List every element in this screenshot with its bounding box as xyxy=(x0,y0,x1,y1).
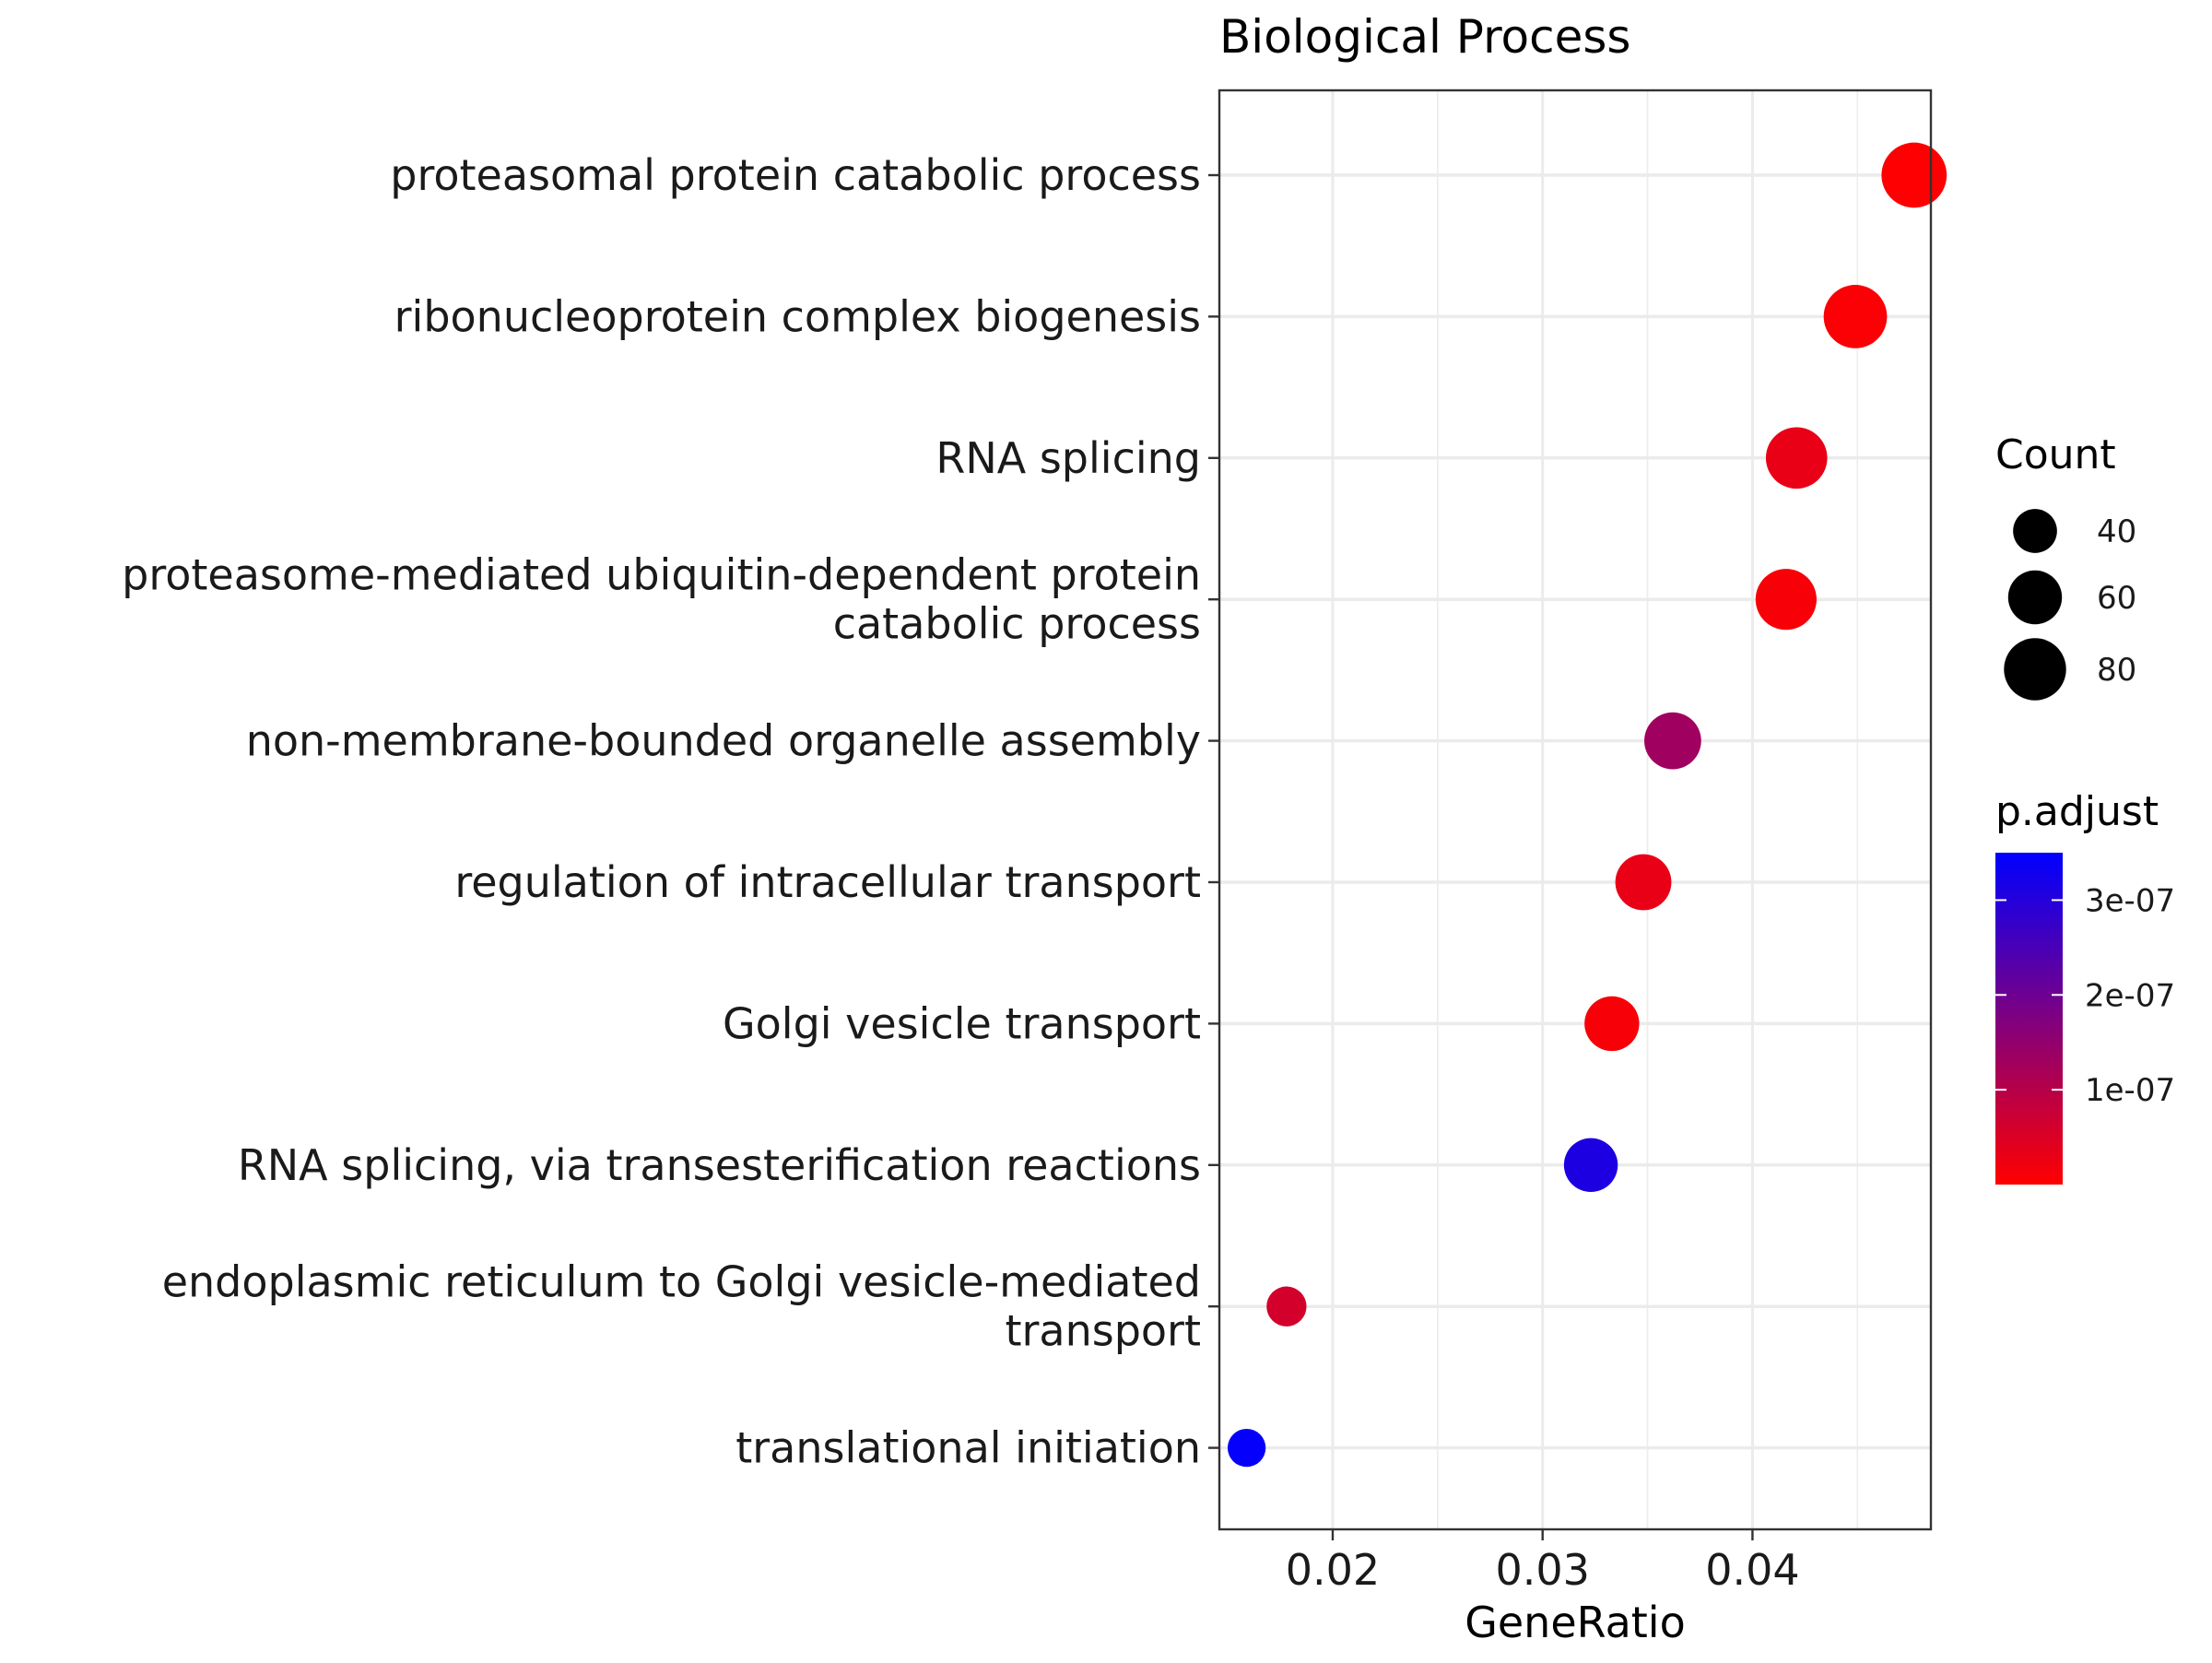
x-axis: 0.02 0.03 0.04 xyxy=(1286,1529,1800,1595)
y-tick-label: ribonucleoprotein complex biogenesis xyxy=(394,291,1201,341)
chart-title: Biological Process xyxy=(1219,10,1630,64)
x-tick-label: 0.03 xyxy=(1495,1545,1589,1595)
p-adjust-legend: p.adjust 1e-07 2e-07 3e-07 xyxy=(1995,788,2175,1185)
data-point xyxy=(1644,712,1701,770)
data-points xyxy=(1227,142,1947,1468)
data-point xyxy=(1227,1428,1266,1468)
p-adjust-legend-title: p.adjust xyxy=(1995,788,2159,835)
data-point xyxy=(1755,569,1817,631)
count-legend-label: 40 xyxy=(2097,513,2136,550)
data-point xyxy=(1615,854,1672,911)
count-legend-key xyxy=(2013,509,2057,553)
p-adjust-legend-label: 1e-07 xyxy=(2085,1072,2175,1109)
data-point xyxy=(1823,285,1888,348)
p-adjust-colorbar xyxy=(1995,853,2063,1185)
y-tick-label: non-membrane-bounded organelle assembly xyxy=(246,716,1201,766)
y-tick-label: proteasomal protein catabolic process xyxy=(390,150,1201,200)
count-legend-key xyxy=(2007,570,2063,625)
y-tick-label: proteasome-mediated ubiquitin-dependent … xyxy=(122,550,1201,600)
count-legend-label: 80 xyxy=(2097,652,2136,689)
p-adjust-legend-label: 2e-07 xyxy=(2085,977,2175,1014)
panel-border xyxy=(1218,88,1933,1531)
y-tick-label: endoplasmic reticulum to Golgi vesicle-m… xyxy=(162,1257,1201,1307)
data-point xyxy=(1881,142,1947,208)
data-point xyxy=(1584,996,1640,1052)
count-legend-title: Count xyxy=(1995,431,2116,478)
y-tick-label: transport xyxy=(1005,1306,1201,1356)
y-tick-label: Golgi vesicle transport xyxy=(723,998,1201,1048)
p-adjust-legend-label: 3e-07 xyxy=(2085,882,2175,919)
y-axis-labels: proteasomal protein catabolic process rib… xyxy=(122,150,1219,1473)
x-tick-label: 0.04 xyxy=(1705,1545,1799,1595)
x-axis-title: GeneRatio xyxy=(1465,1598,1686,1647)
y-tick-label: RNA splicing xyxy=(935,433,1201,483)
data-point xyxy=(1563,1138,1618,1193)
count-legend: Count 40 60 80 xyxy=(1995,431,2136,701)
count-legend-key xyxy=(2004,638,2066,701)
y-tick-label: regulation of intracellular transport xyxy=(454,857,1201,907)
y-tick-label: catabolic process xyxy=(833,599,1201,649)
x-tick-label: 0.02 xyxy=(1286,1545,1380,1595)
data-point xyxy=(1765,427,1828,489)
y-tick-label: translational initiation xyxy=(735,1423,1201,1473)
panel-grid xyxy=(1219,90,1931,1529)
count-legend-label: 60 xyxy=(2097,580,2136,617)
y-tick-label: RNA splicing, via transesterification re… xyxy=(238,1140,1201,1190)
data-point xyxy=(1266,1286,1307,1327)
